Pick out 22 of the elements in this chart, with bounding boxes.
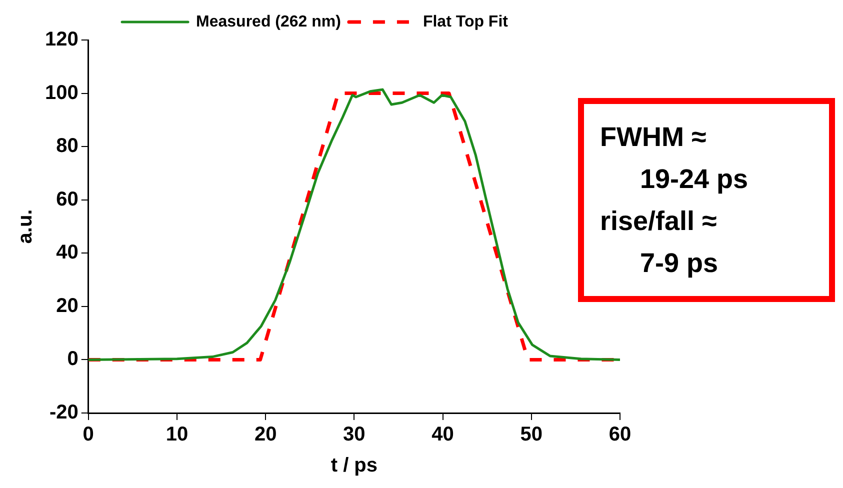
y-tick-label: 100 bbox=[44, 82, 78, 104]
y-tick-label: 120 bbox=[44, 28, 78, 51]
x-tick-label: 30 bbox=[343, 424, 366, 446]
x-tick-label: 60 bbox=[608, 424, 632, 446]
y-tick-label: 60 bbox=[56, 188, 78, 210]
text-frame: FWHM ≈ 19-24 ps rise/fall ≈ 7-9 ps bbox=[578, 98, 835, 302]
x-tick-label: 40 bbox=[432, 424, 454, 446]
x-tick-label: 20 bbox=[254, 424, 277, 446]
x-tick-label: 0 bbox=[82, 424, 94, 446]
annotation: rise/fall ≈ bbox=[600, 205, 718, 238]
y-tick-label: 0 bbox=[67, 348, 78, 370]
annotation: FWHM ≈ bbox=[600, 121, 708, 154]
x-tick-label: 50 bbox=[520, 424, 543, 446]
legend-label: Measured (262 nm) bbox=[196, 13, 341, 30]
y-tick-label: 40 bbox=[56, 242, 78, 264]
y-tick-label: 20 bbox=[56, 294, 78, 317]
y-tick-label: 80 bbox=[56, 135, 78, 158]
x-tick-label: 10 bbox=[166, 424, 188, 446]
y-axis-title: a.u. bbox=[14, 209, 37, 244]
x-axis-title: t / ps bbox=[330, 454, 378, 477]
legend-label: Flat Top Fit bbox=[422, 13, 509, 30]
y-tick-label: -20 bbox=[49, 402, 78, 424]
